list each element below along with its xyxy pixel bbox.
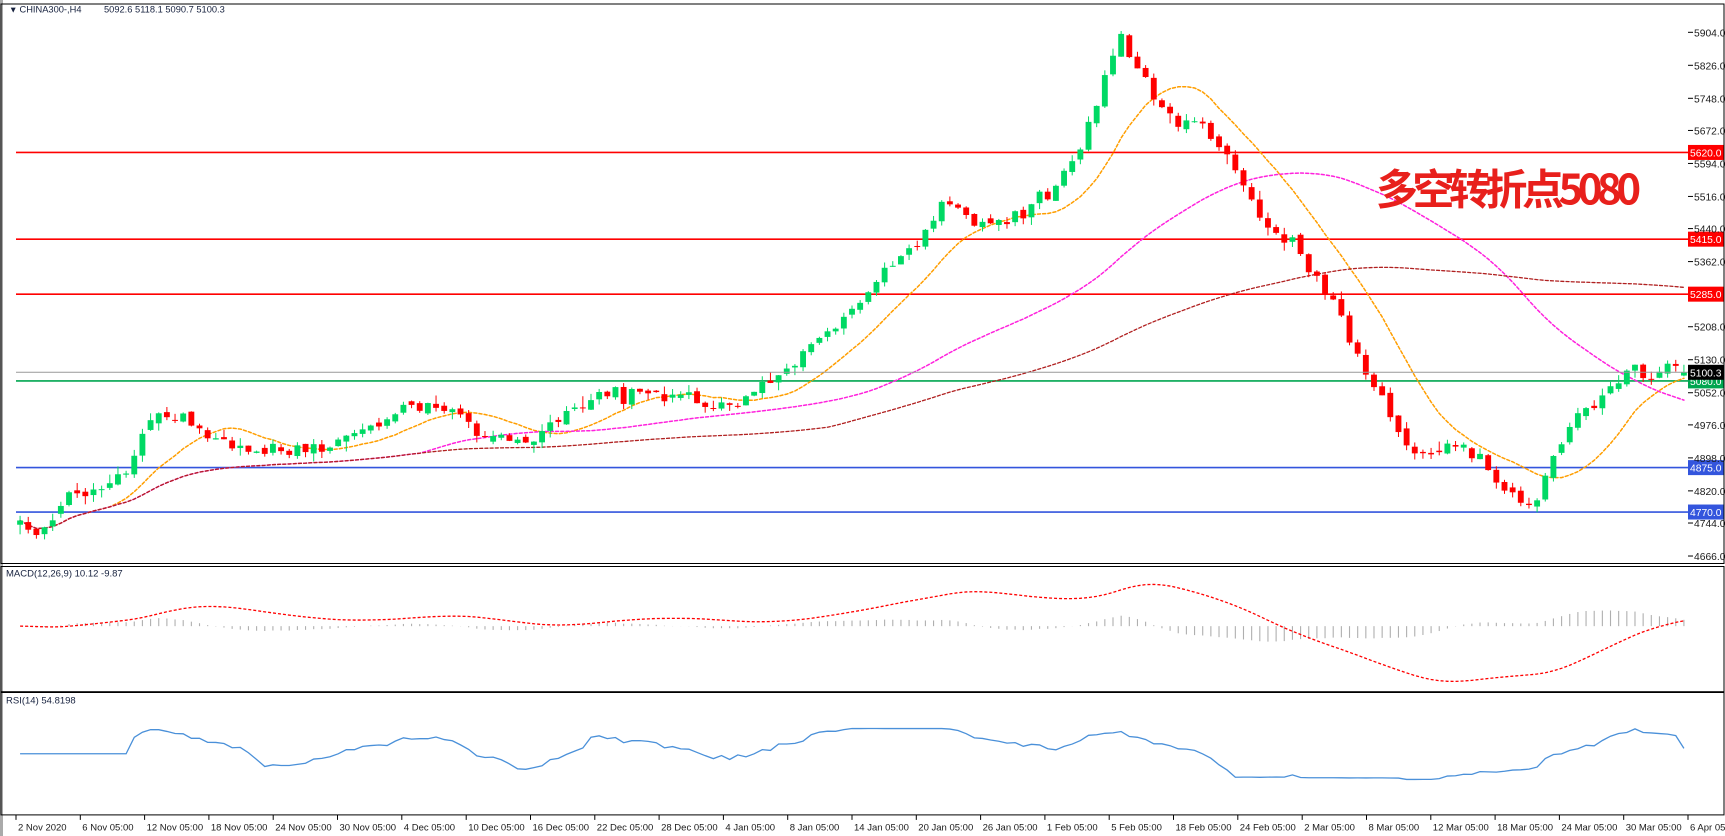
svg-text:5100.3: 5100.3 [1690, 368, 1722, 379]
svg-text:6 Apr 05:00: 6 Apr 05:00 [1690, 822, 1725, 833]
svg-text:2 Nov 2020: 2 Nov 2020 [18, 822, 67, 833]
svg-text:4770.0: 4770.0 [1690, 508, 1722, 519]
svg-text:18 Nov 05:00: 18 Nov 05:00 [211, 822, 268, 833]
svg-text:5516.0: 5516.0 [1694, 192, 1725, 203]
svg-text:24 Mar 05:00: 24 Mar 05:00 [1561, 822, 1617, 833]
svg-text:18 Feb 05:00: 18 Feb 05:00 [1176, 822, 1232, 833]
svg-text:14 Jan 05:00: 14 Jan 05:00 [854, 822, 909, 833]
svg-text:5415.0: 5415.0 [1690, 235, 1722, 246]
svg-text:30 Nov 05:00: 30 Nov 05:00 [340, 822, 397, 833]
svg-text:8 Mar 05:00: 8 Mar 05:00 [1369, 822, 1420, 833]
svg-text:▼: ▼ [9, 4, 17, 14]
svg-text:4976.0: 4976.0 [1694, 421, 1725, 432]
svg-text:4820.0: 4820.0 [1694, 487, 1725, 498]
svg-text:4 Jan 05:00: 4 Jan 05:00 [725, 822, 775, 833]
svg-text:4875.0: 4875.0 [1690, 464, 1722, 475]
svg-text:6 Nov 05:00: 6 Nov 05:00 [82, 822, 133, 833]
svg-text:10 Dec 05:00: 10 Dec 05:00 [468, 822, 525, 833]
svg-text:5092.6 5118.1 5090.7 5100.3: 5092.6 5118.1 5090.7 5100.3 [104, 4, 225, 14]
svg-text:RSI(14) 54.8198: RSI(14) 54.8198 [6, 696, 76, 707]
svg-text:5285.0: 5285.0 [1690, 290, 1722, 301]
svg-text:24 Feb 05:00: 24 Feb 05:00 [1240, 822, 1296, 833]
svg-text:5620.0: 5620.0 [1690, 148, 1722, 159]
svg-text:MACD(12,26,9) 10.12 -9.87: MACD(12,26,9) 10.12 -9.87 [6, 569, 123, 580]
svg-text:CHINA300-,H4: CHINA300-,H4 [20, 4, 82, 14]
svg-text:4 Dec 05:00: 4 Dec 05:00 [404, 822, 455, 833]
svg-text:4898.0: 4898.0 [1694, 454, 1725, 465]
svg-text:5904.0: 5904.0 [1694, 28, 1725, 39]
svg-text:1 Feb 05:00: 1 Feb 05:00 [1047, 822, 1098, 833]
svg-text:5052.0: 5052.0 [1694, 389, 1725, 400]
svg-text:12 Nov 05:00: 12 Nov 05:00 [147, 822, 204, 833]
svg-text:5440.0: 5440.0 [1694, 225, 1725, 236]
svg-text:16 Dec 05:00: 16 Dec 05:00 [533, 822, 590, 833]
svg-text:5130.0: 5130.0 [1694, 356, 1725, 367]
svg-text:5748.0: 5748.0 [1694, 94, 1725, 105]
svg-text:4744.0: 4744.0 [1694, 519, 1725, 530]
svg-text:5826.0: 5826.0 [1694, 61, 1725, 72]
svg-text:多空转折点5080: 多空转折点5080 [1376, 156, 1639, 217]
svg-text:2 Mar 05:00: 2 Mar 05:00 [1304, 822, 1355, 833]
svg-text:5594.0: 5594.0 [1694, 159, 1725, 170]
svg-text:18 Mar 05:00: 18 Mar 05:00 [1497, 822, 1553, 833]
svg-text:26 Jan 05:00: 26 Jan 05:00 [983, 822, 1038, 833]
svg-text:30 Mar 05:00: 30 Mar 05:00 [1626, 822, 1682, 833]
svg-text:5672.0: 5672.0 [1694, 126, 1725, 137]
svg-text:24 Nov 05:00: 24 Nov 05:00 [275, 822, 332, 833]
svg-text:28 Dec 05:00: 28 Dec 05:00 [661, 822, 718, 833]
svg-text:4666.0: 4666.0 [1694, 552, 1725, 563]
svg-text:5 Feb 05:00: 5 Feb 05:00 [1111, 822, 1162, 833]
svg-text:22 Dec 05:00: 22 Dec 05:00 [597, 822, 654, 833]
svg-text:12 Mar 05:00: 12 Mar 05:00 [1433, 822, 1489, 833]
svg-text:5208.0: 5208.0 [1694, 323, 1725, 334]
svg-text:5362.0: 5362.0 [1694, 258, 1725, 269]
svg-text:8 Jan 05:00: 8 Jan 05:00 [790, 822, 840, 833]
svg-text:20 Jan 05:00: 20 Jan 05:00 [918, 822, 973, 833]
